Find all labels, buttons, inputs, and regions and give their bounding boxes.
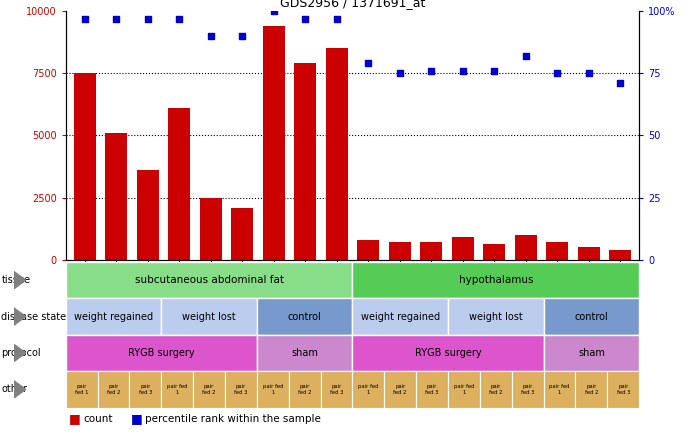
Bar [231, 207, 253, 260]
Bar [420, 242, 442, 260]
Text: pair
fed 2: pair fed 2 [585, 384, 598, 395]
Bar [200, 198, 222, 260]
Text: pair
fed 3: pair fed 3 [139, 384, 152, 395]
Title: GDS2956 / 1371691_at: GDS2956 / 1371691_at [280, 0, 425, 8]
Point [615, 79, 626, 87]
Text: RYGB surgery: RYGB surgery [415, 348, 482, 358]
Bar [609, 250, 632, 260]
Text: weight lost: weight lost [182, 312, 236, 321]
Text: pair fed
1: pair fed 1 [454, 384, 474, 395]
Bar [452, 238, 474, 260]
Point [457, 67, 468, 74]
Bar [263, 26, 285, 260]
Text: pair
fed 3: pair fed 3 [330, 384, 343, 395]
Text: hypothalamus: hypothalamus [459, 275, 533, 285]
Text: pair
fed 2: pair fed 2 [393, 384, 407, 395]
Bar [105, 133, 127, 260]
Point [205, 32, 216, 40]
Text: pair
fed 3: pair fed 3 [616, 384, 630, 395]
Text: sham: sham [291, 348, 318, 358]
Polygon shape [14, 308, 26, 326]
Point [426, 67, 437, 74]
Point [268, 8, 279, 15]
Bar [546, 242, 568, 260]
Text: pair
fed 3: pair fed 3 [426, 384, 439, 395]
Bar [325, 48, 348, 260]
Bar [483, 244, 505, 260]
Bar [137, 170, 159, 260]
Text: other: other [1, 385, 28, 394]
Text: pair fed
1: pair fed 1 [549, 384, 570, 395]
Polygon shape [14, 271, 26, 289]
Bar [357, 240, 379, 260]
Point [489, 67, 500, 74]
Text: pair
fed 2: pair fed 2 [298, 384, 312, 395]
Text: weight regained: weight regained [74, 312, 153, 321]
Point [363, 60, 374, 67]
Point [394, 70, 405, 77]
Text: count: count [83, 414, 113, 424]
Point [173, 15, 184, 22]
Point [331, 15, 342, 22]
Point [300, 15, 311, 22]
Bar [578, 247, 600, 260]
Polygon shape [14, 380, 26, 399]
Polygon shape [14, 344, 26, 362]
Text: sham: sham [578, 348, 605, 358]
Bar [294, 63, 316, 260]
Text: pair
fed 2: pair fed 2 [202, 384, 216, 395]
Text: pair fed
1: pair fed 1 [358, 384, 379, 395]
Text: pair
fed 3: pair fed 3 [521, 384, 534, 395]
Text: pair
fed 2: pair fed 2 [106, 384, 120, 395]
Text: subcutaneous abdominal fat: subcutaneous abdominal fat [135, 275, 283, 285]
Point [583, 70, 594, 77]
Point [236, 32, 247, 40]
Text: control: control [287, 312, 321, 321]
Text: pair fed
1: pair fed 1 [263, 384, 283, 395]
Point [551, 70, 562, 77]
Text: percentile rank within the sample: percentile rank within the sample [145, 414, 321, 424]
Text: pair
fed 2: pair fed 2 [489, 384, 502, 395]
Text: protocol: protocol [1, 348, 41, 358]
Text: pair
fed 1: pair fed 1 [75, 384, 88, 395]
Point [520, 52, 531, 59]
Text: weight regained: weight regained [361, 312, 439, 321]
Bar [515, 235, 537, 260]
Text: pair fed
1: pair fed 1 [167, 384, 187, 395]
Point [142, 15, 153, 22]
Text: RYGB surgery: RYGB surgery [128, 348, 195, 358]
Point [79, 15, 90, 22]
Text: ■: ■ [69, 412, 81, 425]
Text: weight lost: weight lost [469, 312, 522, 321]
Bar [73, 73, 95, 260]
Text: control: control [574, 312, 608, 321]
Text: ■: ■ [131, 412, 143, 425]
Point [111, 15, 122, 22]
Text: tissue: tissue [1, 275, 30, 285]
Text: pair
fed 3: pair fed 3 [234, 384, 247, 395]
Bar [168, 108, 190, 260]
Bar [388, 242, 410, 260]
Text: disease state: disease state [1, 312, 66, 321]
